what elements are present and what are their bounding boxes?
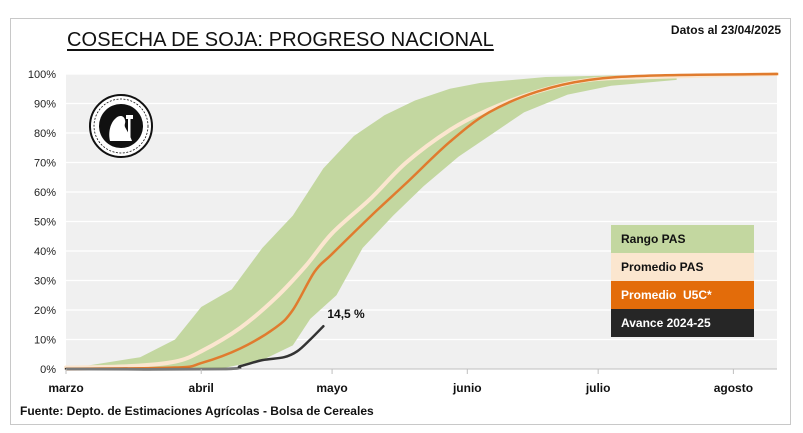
- legend-label: Rango PAS: [621, 232, 686, 246]
- rango-pas-band: [66, 75, 677, 369]
- x-axis: marzo abril mayo junio julio agosto: [48, 368, 777, 395]
- y-tick-label: 50%: [34, 217, 56, 229]
- y-tick-label: 30%: [34, 276, 56, 288]
- y-tick-label: 80%: [34, 128, 56, 140]
- bolsa-de-cereales-seal-icon: [89, 94, 153, 158]
- y-tick-label: 0%: [40, 364, 56, 376]
- legend: Rango PAS Promedio PAS Promedio U5C* Ava…: [611, 225, 754, 337]
- legend-item-promedio-pas: Promedio PAS: [611, 253, 754, 281]
- x-tick-label: marzo: [48, 381, 83, 395]
- y-axis-ticks: 0% 10% 20% 30% 40% 50% 60% 70% 80% 90% 100%: [28, 69, 56, 376]
- legend-item-avance: Avance 2024-25: [611, 309, 754, 337]
- legend-item-rango-pas: Rango PAS: [611, 225, 754, 253]
- y-tick-label: 60%: [34, 187, 56, 199]
- x-tick-label: agosto: [714, 381, 753, 395]
- source-note: Fuente: Depto. de Estimaciones Agrícolas…: [20, 404, 374, 418]
- legend-label: Promedio PAS: [621, 260, 704, 274]
- avance-end-label: 14,5 %: [327, 307, 365, 321]
- y-tick-label: 100%: [28, 69, 56, 81]
- y-tick-label: 70%: [34, 158, 56, 170]
- date-label: Datos al 23/04/2025: [670, 23, 781, 37]
- x-tick-label: junio: [452, 381, 482, 395]
- legend-label: Avance 2024-25: [621, 316, 711, 330]
- legend-item-promedio-u5c: Promedio U5C*: [611, 281, 754, 309]
- chart-title: COSECHA DE SOJA: PROGRESO NACIONAL: [67, 29, 494, 51]
- y-tick-label: 90%: [34, 99, 56, 111]
- y-tick-label: 40%: [34, 246, 56, 258]
- promedio-u5c-line: [64, 72, 779, 371]
- x-tick-label: abril: [189, 381, 214, 395]
- legend-label: Promedio U5C*: [621, 288, 712, 302]
- x-tick-label: julio: [585, 381, 611, 395]
- x-tick-label: mayo: [316, 381, 347, 395]
- y-tick-label: 10%: [34, 335, 56, 347]
- y-tick-label: 20%: [34, 305, 56, 317]
